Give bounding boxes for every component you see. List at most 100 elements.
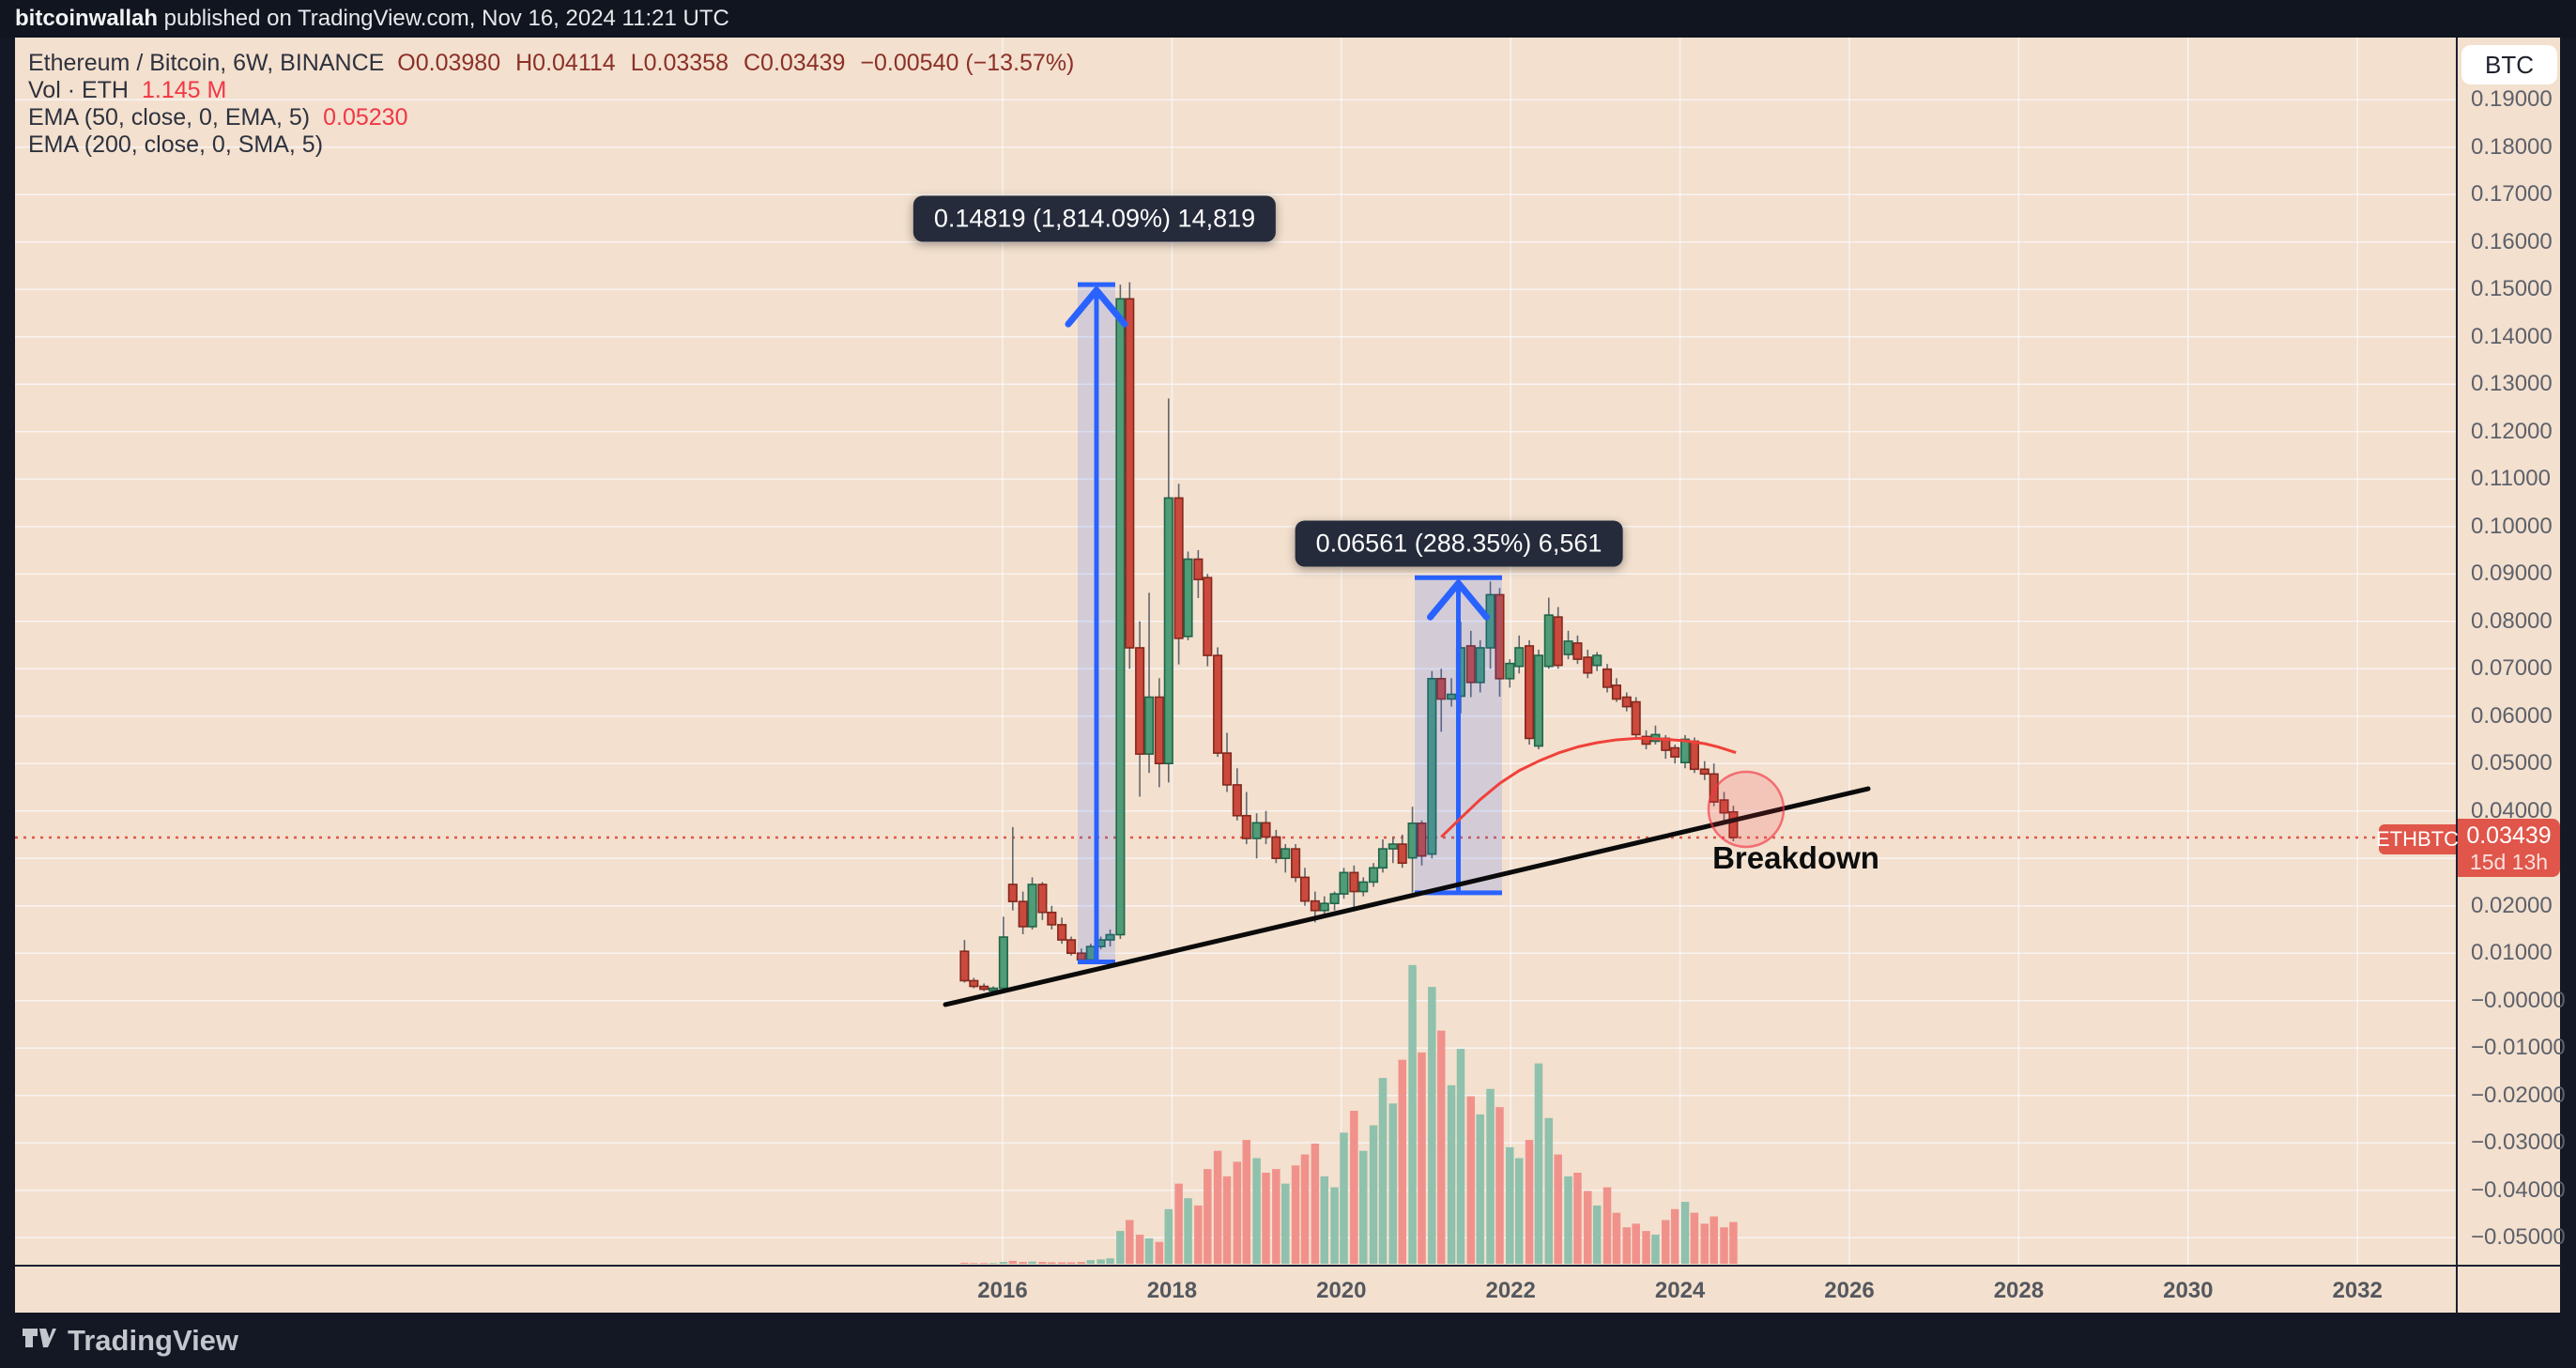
candle-body	[1007, 884, 1018, 902]
candle-body	[1291, 848, 1301, 879]
candle-body	[979, 985, 989, 991]
volume-bar	[1194, 1205, 1203, 1264]
volume-bar	[1028, 1261, 1036, 1264]
candle-body	[1213, 654, 1223, 754]
volume-bar	[1584, 1191, 1592, 1264]
price-tick: 0.19000	[2471, 86, 2553, 113]
candle-body	[1689, 740, 1699, 771]
volume-bar	[1252, 1158, 1261, 1264]
volume-bar	[1456, 1049, 1465, 1264]
volume-bar	[1262, 1173, 1270, 1264]
price-tick: 0.18000	[2471, 133, 2553, 160]
ohlc-token: O0.03980	[397, 50, 501, 76]
currency-toggle-button[interactable]: BTC	[2461, 45, 2557, 85]
candle-body	[1533, 654, 1544, 747]
ema50-line	[1440, 736, 1737, 838]
volume-bar	[1164, 1208, 1173, 1264]
price-tick: 0.08000	[2471, 607, 2553, 634]
candle-body	[1163, 497, 1173, 765]
volume-bar	[1486, 1088, 1495, 1264]
volume-bar	[999, 1262, 1008, 1264]
publish-bar: bitcoinwallah published on TradingView.c…	[0, 0, 2576, 38]
candle-body	[1514, 647, 1525, 668]
legend: Ethereum / Bitcoin, 6W, BINANCE O0.03980…	[28, 50, 1074, 159]
volume-bar	[1019, 1262, 1027, 1264]
volume-bar	[989, 1263, 998, 1264]
volume-bar	[979, 1263, 989, 1264]
ohlc-values: O0.03980 H0.04114 L0.03358 C0.03439 −0.00540…	[397, 50, 1074, 77]
candle-body	[1563, 640, 1573, 655]
price-axis[interactable]: 0.19000 0.18000 0.17000 0.16000 0.15000 0.140…	[2471, 0, 2566, 1368]
candle-body	[1447, 693, 1457, 700]
volume-bar	[1436, 1030, 1446, 1264]
volume-bar	[1242, 1140, 1251, 1264]
breakdown-circle[interactable]	[1707, 770, 1786, 849]
legend-ema50-row[interactable]: EMA (50, close, 0, EMA, 5) 0.05230	[28, 104, 1074, 131]
volume-bar	[1544, 1117, 1554, 1264]
volume-bar	[1525, 1140, 1534, 1264]
price-tick: −0.05000	[2471, 1224, 2566, 1251]
breakdown-annotation[interactable]: Breakdown	[1712, 840, 1879, 875]
candle-body	[1271, 836, 1281, 859]
candle-body	[1232, 784, 1242, 817]
symbol-title: Ethereum / Bitcoin, 6W, BINANCE	[28, 50, 385, 76]
price-tick: −0.03000	[2471, 1130, 2566, 1156]
price-tick: 0.17000	[2471, 181, 2553, 208]
candle-body	[1495, 593, 1505, 680]
price-tick: 0.15000	[2471, 276, 2553, 302]
volume-bar	[1466, 1096, 1476, 1264]
chart-panel[interactable]	[15, 38, 2560, 1313]
candle-body	[1203, 576, 1213, 656]
candle-body	[1397, 843, 1407, 865]
ohlc-token: H0.04114	[515, 50, 616, 76]
volume-bar	[1428, 987, 1436, 1264]
volume-bar	[1272, 1169, 1280, 1264]
volume-bar	[1554, 1154, 1562, 1264]
price-tick: 0.05000	[2471, 750, 2553, 776]
candle-body	[1037, 884, 1048, 914]
price-tick: −0.02000	[2471, 1082, 2566, 1108]
legend-ema200-row[interactable]: EMA (200, close, 0, SMA, 5)	[28, 131, 1074, 159]
candle-body	[1543, 614, 1554, 668]
volume-bar	[1135, 1234, 1144, 1264]
candle-body	[1261, 822, 1271, 838]
volume-bar	[1398, 1059, 1406, 1264]
candle-body	[1066, 939, 1077, 954]
volume-bar	[1213, 1150, 1222, 1264]
candle-body	[1728, 810, 1739, 838]
volume-bar	[1418, 1052, 1426, 1264]
volume-bar	[1155, 1241, 1164, 1264]
volume-bar	[1350, 1111, 1358, 1264]
trendline[interactable]	[943, 786, 1871, 1007]
candle-body	[1699, 768, 1710, 776]
measure1-label[interactable]: 0.14819 (1,814.09%) 14,819	[912, 195, 1277, 242]
candle-body	[1183, 558, 1193, 638]
volume-bar	[1066, 1262, 1076, 1264]
bar-countdown: 15d 13h	[2469, 849, 2549, 874]
last-price-ticker-badge: ETHBTC	[2376, 824, 2459, 854]
candle-body	[1505, 662, 1515, 680]
candle-body	[1329, 893, 1340, 904]
candle-body	[1310, 899, 1320, 912]
candle-body	[1436, 678, 1447, 700]
volume-bar	[1057, 1262, 1066, 1264]
volume-bar	[1476, 1114, 1484, 1264]
candle-body	[1572, 642, 1583, 660]
candle-body	[1427, 678, 1437, 855]
volume-bar	[1408, 964, 1417, 1264]
candle-body	[1670, 746, 1680, 758]
price-tick: 0.12000	[2471, 418, 2553, 444]
candle-body	[1465, 645, 1476, 684]
volume-bar	[1300, 1154, 1310, 1264]
measure2-label[interactable]: 0.06561 (288.35%) 6,561	[1295, 520, 1623, 567]
candle-body	[1611, 684, 1621, 700]
measure-arrowhead-icon	[1427, 577, 1490, 621]
legend-symbol-row[interactable]: Ethereum / Bitcoin, 6W, BINANCE O0.03980…	[28, 50, 1074, 77]
legend-volume-row[interactable]: Vol · ETH 1.145 M	[28, 77, 1074, 104]
volume-bar	[1495, 1107, 1504, 1264]
volume-bar	[1680, 1202, 1690, 1264]
volume-bar	[1378, 1078, 1388, 1264]
price-tick: 0.10000	[2471, 513, 2553, 539]
